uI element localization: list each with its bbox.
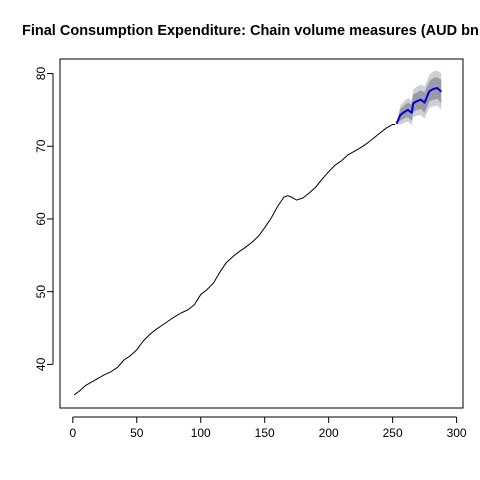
x-tick-label: 300	[447, 426, 467, 440]
y-tick-label: 40	[34, 357, 48, 371]
forecast-intervals	[396, 70, 442, 126]
y-axis: 40 50 60 70 80	[34, 67, 54, 371]
series-lines	[73, 87, 442, 396]
y-tick-label: 60	[34, 212, 48, 226]
forecast-line	[395, 87, 442, 125]
x-tick-label: 250	[383, 426, 403, 440]
y-tick-label: 70	[34, 139, 48, 153]
y-tick-label: 50	[34, 285, 48, 299]
plot-frame	[59, 58, 464, 409]
chart-title: Final Consumption Expenditure: Chain vol…	[22, 23, 479, 39]
x-tick-label: 0	[69, 426, 76, 440]
x-tick-label: 50	[130, 426, 144, 440]
x-tick-label: 100	[191, 426, 211, 440]
x-axis: 0 50 100 150 200 250 300	[69, 416, 467, 440]
x-tick-label: 150	[255, 426, 275, 440]
x-tick-label: 200	[319, 426, 339, 440]
y-tick-label: 80	[34, 67, 48, 81]
history-line	[73, 123, 396, 396]
